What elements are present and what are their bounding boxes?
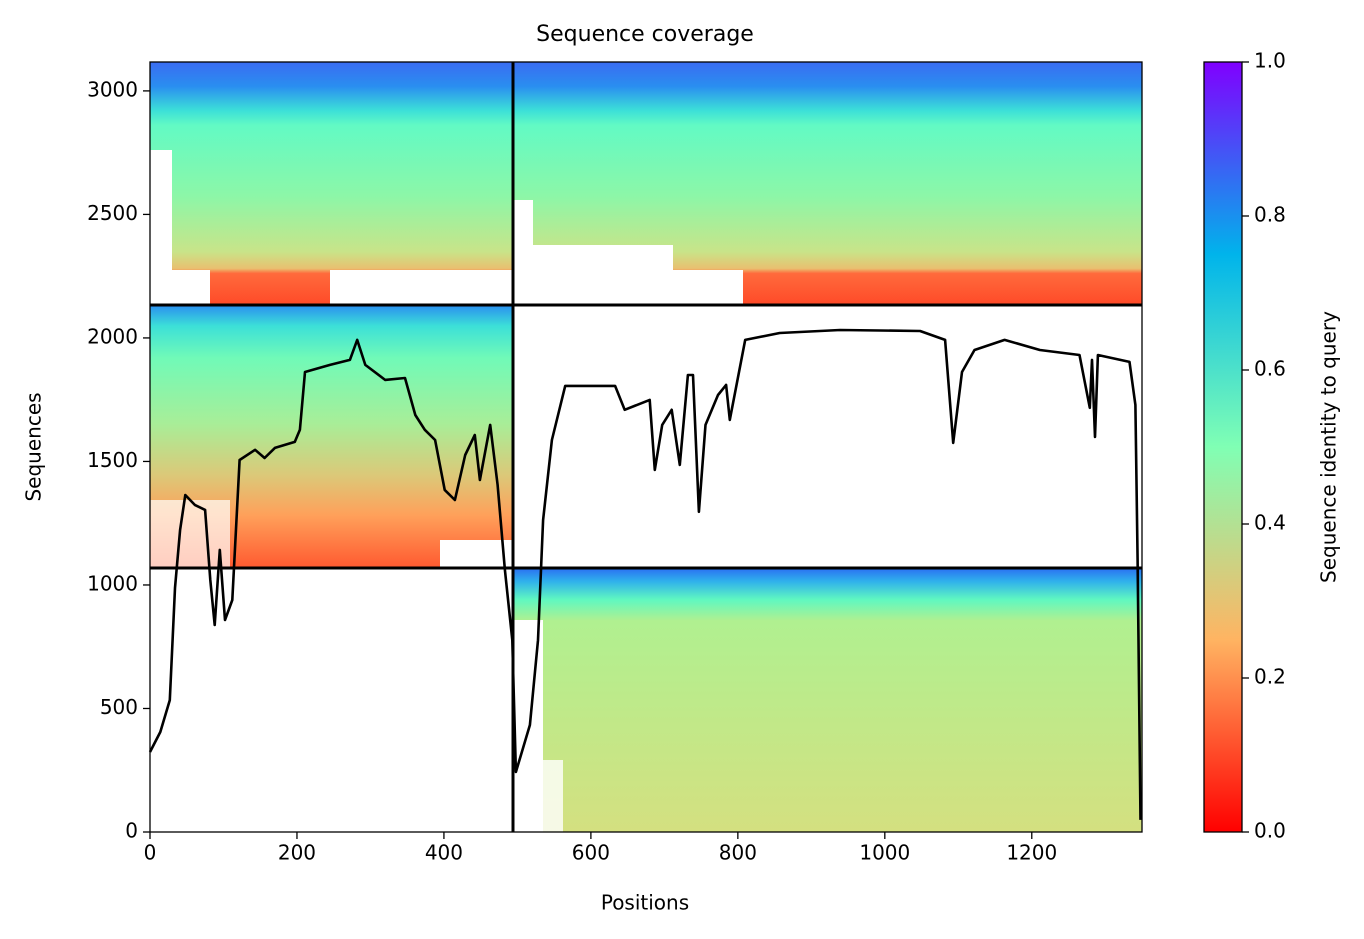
gap bbox=[543, 760, 563, 832]
gap bbox=[513, 620, 543, 832]
coverage-line bbox=[148, 328, 1142, 820]
x-tick-label: 200 bbox=[278, 841, 316, 865]
x-tick-label: 1200 bbox=[1006, 841, 1057, 865]
colorbar-tick-label: 1.0 bbox=[1254, 49, 1286, 73]
colorbar-tick-label: 0.8 bbox=[1254, 203, 1286, 227]
gap bbox=[440, 540, 513, 568]
gap bbox=[330, 270, 513, 305]
y-tick-label: 0 bbox=[125, 819, 138, 843]
coverage-block bbox=[150, 62, 513, 305]
y-axis-label: Sequences bbox=[22, 392, 46, 501]
plot-frame bbox=[149, 61, 1143, 833]
x-axis-label: Positions bbox=[601, 891, 689, 915]
y-tick-label: 1000 bbox=[87, 571, 138, 595]
colorbar bbox=[1203, 61, 1243, 833]
x-tick-label: 1000 bbox=[859, 841, 910, 865]
coverage-block bbox=[513, 568, 1142, 832]
y-tick-label: 500 bbox=[100, 695, 138, 719]
y-tick-label: 1500 bbox=[87, 448, 138, 472]
colorbar-label: Sequence identity to query bbox=[1317, 311, 1341, 583]
x-tick-label: 0 bbox=[144, 841, 157, 865]
colorbar-tick-label: 0.2 bbox=[1254, 665, 1286, 689]
gap bbox=[150, 270, 210, 305]
chart-title: Sequence coverage bbox=[536, 22, 754, 47]
gap bbox=[623, 245, 673, 270]
gap bbox=[150, 500, 230, 568]
x-tick-label: 400 bbox=[425, 841, 463, 865]
y-tick-label: 2500 bbox=[87, 201, 138, 225]
x-tick-label: 600 bbox=[572, 841, 610, 865]
y-tick-label: 2000 bbox=[87, 324, 138, 348]
gap bbox=[513, 270, 743, 305]
colorbar-tick-label: 0.4 bbox=[1254, 511, 1286, 535]
colorbar-tick-label: 0.6 bbox=[1254, 357, 1286, 381]
x-tick-label: 800 bbox=[719, 841, 757, 865]
gap bbox=[150, 150, 172, 305]
y-tick-label: 3000 bbox=[87, 77, 138, 101]
colorbar-tick-label: 0.0 bbox=[1254, 819, 1286, 843]
